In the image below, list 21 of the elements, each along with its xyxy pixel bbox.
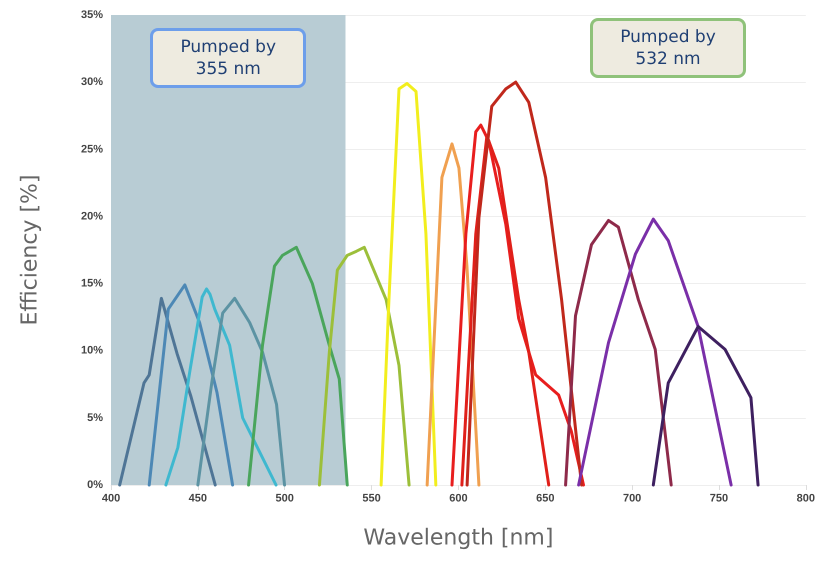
y-tick-label: 15% bbox=[80, 278, 104, 290]
x-tick-label: 750 bbox=[710, 492, 728, 504]
y-tick-label: 35% bbox=[80, 9, 104, 21]
x-tick-label: 550 bbox=[362, 492, 381, 504]
note-box: Pumped by 355 nm bbox=[150, 28, 306, 88]
y-axis-title: Efficiency [%] bbox=[18, 174, 42, 326]
x-tick-label: 650 bbox=[536, 492, 554, 504]
y-tick-label: 25% bbox=[80, 143, 104, 156]
x-tick-label: 450 bbox=[188, 492, 208, 504]
y-tick-label: 30% bbox=[80, 76, 104, 88]
note-box: Pumped by 532 nm bbox=[590, 18, 746, 78]
y-tick-label: 10% bbox=[80, 344, 104, 357]
x-tick-label: 500 bbox=[276, 492, 294, 504]
y-tick-label: 0% bbox=[87, 479, 104, 491]
x-tick-label: 800 bbox=[796, 492, 816, 504]
x-tick-label: 600 bbox=[449, 492, 468, 504]
y-tick-label: 5% bbox=[87, 412, 104, 424]
x-tick-label: 400 bbox=[102, 492, 120, 504]
y-tick-label: 20% bbox=[80, 210, 104, 222]
x-axis-title: Wavelength [nm] bbox=[363, 526, 554, 550]
x-tick-label: 700 bbox=[622, 492, 642, 504]
